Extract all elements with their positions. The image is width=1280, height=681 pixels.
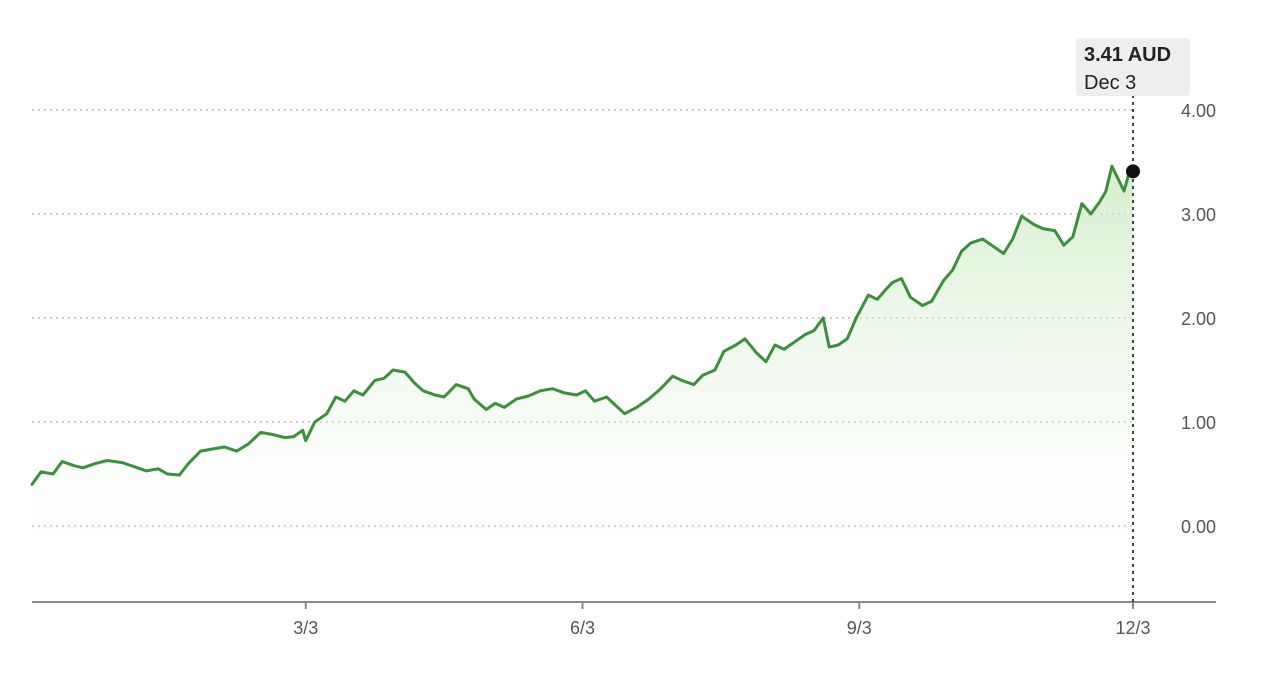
y-tick-label: 3.00 xyxy=(1181,205,1216,225)
x-tick-label: 3/3 xyxy=(293,618,318,638)
x-tick-label: 6/3 xyxy=(570,618,595,638)
price-line xyxy=(30,164,1135,486)
x-tick-label: 12/3 xyxy=(1115,618,1150,638)
y-tick-label: 2.00 xyxy=(1181,309,1216,329)
y-tick-label: 1.00 xyxy=(1181,413,1216,433)
tooltip-background xyxy=(1076,38,1190,96)
y-tick-label: 0.00 xyxy=(1181,517,1216,537)
y-axis-labels: 0.00 1.00 2.00 3.00 4.00 xyxy=(1181,101,1216,537)
x-tick-label: 9/3 xyxy=(847,618,872,638)
hover-tooltip: 3.41 AUD Dec 3 xyxy=(1076,38,1190,96)
price-area-fill xyxy=(32,166,1133,602)
y-tick-label: 4.00 xyxy=(1181,101,1216,121)
tooltip-value: 3.41 AUD xyxy=(1084,44,1171,66)
tooltip-date: Dec 3 xyxy=(1084,72,1136,94)
hover-point[interactable] xyxy=(1126,164,1140,179)
x-axis-ticks: 3/3 6/3 9/3 12/3 xyxy=(293,602,1151,638)
